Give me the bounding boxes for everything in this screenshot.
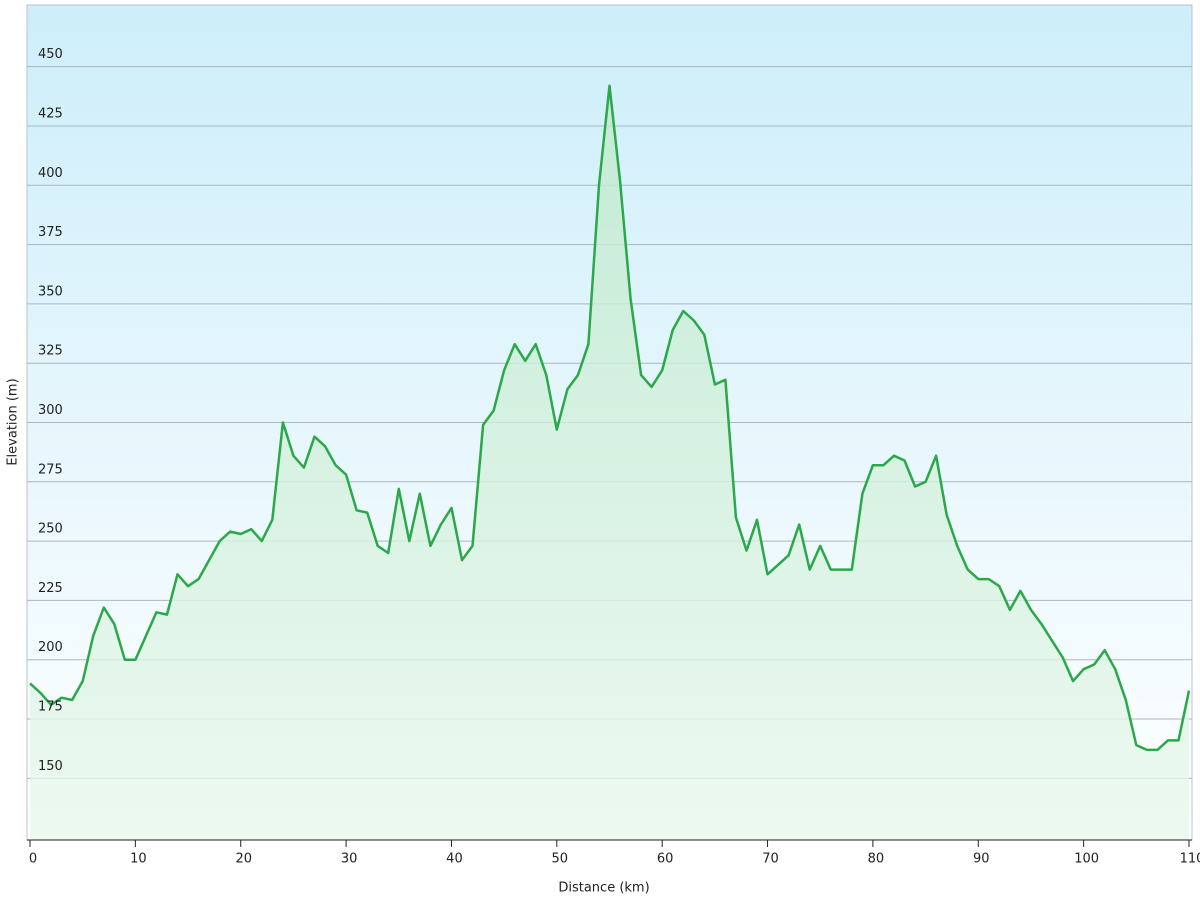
x-axis-label: Distance (km) <box>558 881 649 896</box>
y-tick-label: 375 <box>38 225 63 240</box>
y-tick-label: 425 <box>38 106 63 121</box>
area <box>30 85 1189 840</box>
y-tick-label: 250 <box>38 522 63 537</box>
plot-layer <box>27 66 1192 840</box>
x-tick-label: 80 <box>868 852 885 867</box>
x-tick-label: 90 <box>973 852 990 867</box>
x-tick-label: 60 <box>657 852 674 867</box>
y-tick-label: 150 <box>38 759 63 774</box>
x-tick-label: 20 <box>235 852 252 867</box>
x-tick-label: 0 <box>29 852 37 867</box>
y-tick-label: 300 <box>38 403 63 418</box>
y-tick-label: 200 <box>38 640 63 655</box>
y-tick-label: 325 <box>38 344 63 359</box>
y-tick-label: 400 <box>38 166 63 181</box>
x-tick-label: 50 <box>552 852 569 867</box>
y-axis-label: Elevation (m) <box>6 378 21 465</box>
x-tick-label: 30 <box>341 852 358 867</box>
x-tick-label: 70 <box>762 852 779 867</box>
y-tick-label: 275 <box>38 462 63 477</box>
y-tick-label: 350 <box>38 284 63 299</box>
y-tick-label: 225 <box>38 581 63 596</box>
x-tick-label: 110 <box>1180 852 1200 867</box>
y-tick-label: 175 <box>38 700 63 715</box>
x-tick-label: 10 <box>130 852 147 867</box>
x-tick-label: 100 <box>1074 852 1099 867</box>
line <box>29 84 1191 752</box>
x-tick-label: 40 <box>446 852 463 867</box>
y-tick-label: 450 <box>38 47 63 62</box>
